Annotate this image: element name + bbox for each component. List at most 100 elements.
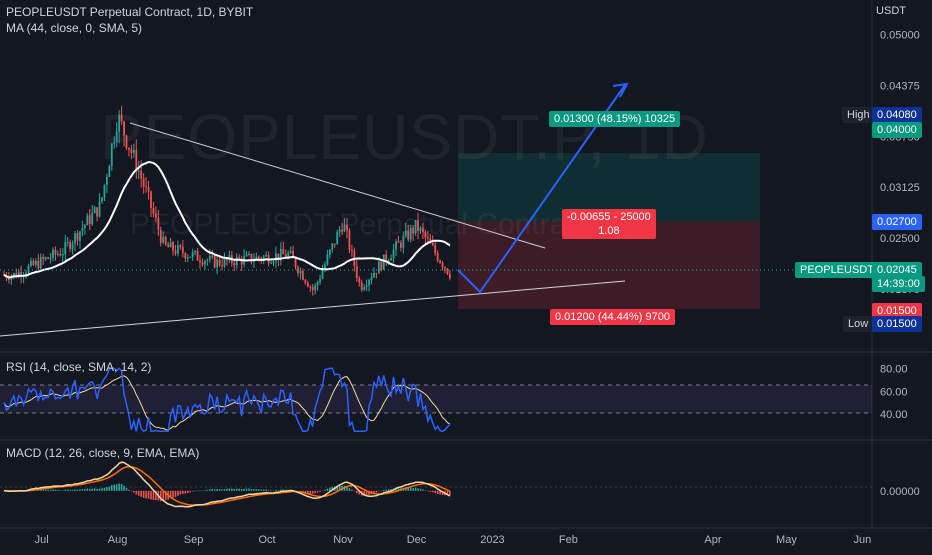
- candle-body: [279, 248, 282, 260]
- countdown-tag: 14:39:00: [872, 276, 925, 292]
- candle-body: [174, 250, 177, 254]
- candle-body: [199, 260, 201, 263]
- macd-histogram-bar: [446, 490, 449, 496]
- candle-body: [331, 243, 334, 250]
- macd-histogram-bar: [311, 490, 314, 494]
- currency-label[interactable]: USDT: [876, 5, 906, 17]
- time-tick-label: Dec: [407, 534, 427, 546]
- candle-body: [297, 267, 299, 274]
- candle-body: [79, 231, 81, 241]
- candle-body: [162, 236, 165, 243]
- macd-histogram-bar: [272, 490, 275, 491]
- stop-label[interactable]: 0.01200 (44.44%) 9700: [550, 309, 675, 325]
- macd-histogram-bar: [194, 490, 196, 492]
- candle-body: [177, 245, 179, 254]
- candle-body: [373, 272, 375, 278]
- macd-histogram-bar: [262, 489, 265, 491]
- candle-body: [145, 186, 147, 188]
- lower-trendline[interactable]: [0, 280, 626, 337]
- macd-histogram-bar: [164, 490, 167, 501]
- time-axis[interactable]: Jul Aug Sep Oct Nov Dec 2023 Feb Apr May Jun: [35, 534, 872, 546]
- candle-body: [314, 285, 317, 291]
- macd-histogram-bar: [284, 489, 287, 491]
- candle-body: [101, 197, 103, 202]
- macd-histogram-bar: [351, 489, 353, 491]
- pnl-line-1: -0.00655 - 25000: [567, 211, 651, 223]
- macd-indicator-label[interactable]: MACD (12, 26, close, 9, EMA, EMA): [6, 446, 200, 460]
- macd-histogram-bar: [338, 485, 341, 491]
- macd-histogram-bar: [209, 489, 211, 491]
- candle-body: [351, 250, 353, 252]
- candle-body: [226, 257, 228, 261]
- macd-series: [3, 461, 451, 508]
- candle-body: [44, 257, 47, 260]
- candle-body: [157, 217, 160, 230]
- candle-body: [208, 255, 211, 261]
- candle-body: [34, 260, 37, 265]
- pnl-label[interactable]: -0.00655 - 25000 1.08: [562, 209, 656, 239]
- macd-histogram-bar: [74, 489, 76, 491]
- ma-indicator-label[interactable]: MA (44, close, 0, SMA, 5): [6, 21, 143, 35]
- macd-histogram-bar: [385, 489, 387, 491]
- candle-body: [412, 227, 415, 234]
- candle-body: [436, 252, 439, 261]
- chart-title[interactable]: PEOPLEUSDT Perpetual Contract, 1D, BYBIT: [6, 5, 254, 19]
- candle-body: [294, 258, 297, 268]
- candle-body: [238, 257, 241, 259]
- macd-histogram-bar: [101, 488, 103, 491]
- upper-trendline[interactable]: [129, 122, 546, 249]
- candle-body: [248, 253, 250, 255]
- macd-histogram-bar: [427, 490, 429, 492]
- time-tick-label: Apr: [704, 534, 721, 546]
- projection-path[interactable]: [457, 84, 626, 294]
- candle-body: [377, 261, 380, 274]
- candle-body: [91, 213, 94, 225]
- target-label[interactable]: 0.01300 (48.15%) 10325: [549, 111, 681, 127]
- candle-body: [81, 228, 84, 232]
- macd-histogram-bar: [417, 488, 419, 491]
- candle-body: [15, 272, 18, 278]
- rsi-series: [3, 367, 451, 433]
- macd-histogram-bar: [54, 489, 57, 491]
- macd-histogram-bar: [375, 490, 378, 493]
- candle-body: [407, 230, 410, 240]
- candle-body: [135, 149, 138, 172]
- macd-histogram-bar: [395, 487, 397, 491]
- macd-histogram-bar: [216, 489, 218, 491]
- macd-histogram-bar: [186, 490, 189, 493]
- macd-axis: 0.00000: [880, 486, 920, 498]
- macd-histogram-bar: [206, 489, 209, 491]
- candle-body: [54, 249, 57, 255]
- macd-histogram-bar: [412, 488, 414, 491]
- candle-body: [123, 121, 125, 136]
- candle-body: [42, 256, 45, 260]
- candle-body: [277, 253, 280, 260]
- macd-histogram-bar: [145, 490, 147, 499]
- macd-histogram-bar: [86, 488, 89, 491]
- macd-histogram-bar: [96, 488, 98, 491]
- candle-body: [404, 230, 407, 237]
- macd-histogram-bar: [150, 490, 152, 500]
- macd-histogram-bar: [319, 490, 321, 492]
- macd-histogram-bar: [353, 490, 356, 492]
- macd-histogram-bar: [331, 486, 334, 491]
- macd-histogram-bar: [179, 490, 182, 495]
- candle-body: [402, 236, 405, 248]
- candle-body: [167, 244, 170, 248]
- candle-body: [346, 224, 348, 231]
- rsi-tick-label: 80.00: [880, 363, 908, 375]
- description-watermark: PEOPLEUSDT Perpetual Contract: [130, 208, 590, 241]
- macd-histogram-bar: [103, 487, 106, 491]
- candle-body: [380, 261, 383, 270]
- macd-histogram-bar: [280, 489, 282, 491]
- macd-histogram-bar: [111, 485, 113, 491]
- candle-body: [272, 261, 275, 263]
- rsi-indicator-label[interactable]: RSI (14, close, SMA, 14, 2): [6, 360, 152, 374]
- macd-histogram-bar: [390, 489, 392, 491]
- rsi-tick-label: 40.00: [880, 409, 908, 421]
- price-axis[interactable]: 0.050000.043750.037500.031250.025000.018…: [880, 29, 920, 296]
- macd-histogram-bar: [321, 490, 324, 492]
- time-tick-label: May: [776, 534, 797, 546]
